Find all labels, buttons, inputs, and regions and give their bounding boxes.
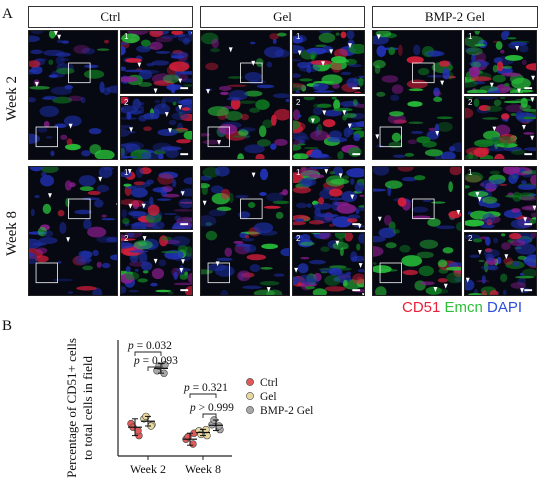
stain-emcn: Emcn: [444, 299, 483, 316]
micrograph-main: [200, 30, 290, 160]
column-header-ctrl: Ctrl: [28, 6, 193, 28]
inset-number: 1: [124, 168, 129, 177]
micrograph-inset-1: 1: [120, 30, 193, 94]
comparison-bracket: [202, 413, 217, 418]
micrograph-main: [200, 166, 290, 296]
micrograph-inset-1: 1: [292, 166, 365, 230]
stain-dapi: DAPI: [487, 299, 523, 316]
inset-number: 2: [468, 98, 473, 107]
stain-cd51: CD51: [402, 299, 441, 316]
micrograph-inset-1: 1: [292, 30, 365, 94]
p-value-label: p > 0.999: [189, 402, 234, 414]
column-header-bmp2-gel: BMP-2 Gel: [372, 6, 538, 28]
inset-number: 2: [468, 234, 473, 243]
micrograph-inset-2: 2: [464, 96, 537, 160]
micrograph-inset-2: 2: [464, 232, 537, 296]
scatter-chart: Week 2 Week 8 Percentage of CD51+ cells to …: [64, 338, 313, 478]
micrograph-main: [28, 30, 118, 160]
data-point: [215, 422, 223, 430]
column-header-gel: Gel: [200, 6, 365, 28]
legend-marker: [246, 378, 254, 386]
legend-label: Ctrl: [260, 377, 278, 389]
data-point: [189, 440, 197, 448]
legend-marker: [246, 406, 254, 414]
y-axis-label: Percentage of CD51+ cells: [64, 338, 79, 478]
chart-text: Week 2 Week 8 Percentage of CD51+ cells to …: [64, 338, 234, 478]
data-point: [134, 427, 142, 435]
micrograph-main: [28, 166, 118, 296]
inset-number: 2: [296, 234, 301, 243]
legend-label: Gel: [260, 391, 277, 403]
row-label-week2: Week 2: [4, 75, 21, 122]
micrograph-main: [372, 30, 462, 160]
legend-marker: [246, 392, 254, 400]
row-label-week8: Week 8: [4, 210, 21, 257]
x-tick-label: Week 8: [185, 462, 221, 476]
inset-number: 1: [468, 32, 473, 41]
micrograph-inset-1: 1: [120, 166, 193, 230]
comparison-bracket: [147, 366, 162, 371]
inset-number: 2: [296, 98, 301, 107]
inset-number: 2: [124, 234, 129, 243]
micrograph-inset-1: 1: [464, 166, 537, 230]
micrograph-inset-2: 2: [120, 232, 193, 296]
p-value-label: p = 0.093: [133, 355, 178, 367]
inset-number: 1: [468, 168, 473, 177]
micrograph-main: [372, 166, 462, 296]
micrograph-inset-2: 2: [120, 96, 193, 160]
stain-legend: CD51 Emcn DAPI: [402, 299, 522, 316]
micrograph-inset-2: 2: [292, 232, 365, 296]
chart-marks: [127, 351, 224, 448]
legend-label: BMP-2 Gel: [260, 405, 313, 417]
micrograph-inset-1: 1: [464, 30, 537, 94]
inset-number: 1: [296, 32, 301, 41]
p-value-label: p = 0.032: [127, 340, 172, 352]
inset-number: 1: [124, 32, 129, 41]
panel-b-label: B: [2, 318, 13, 334]
panel-a-label: A: [2, 6, 13, 22]
micrograph-inset-2: 2: [292, 96, 365, 160]
inset-number: 1: [296, 168, 301, 177]
inset-number: 2: [124, 98, 129, 107]
x-tick-label: Week 2: [130, 462, 166, 476]
p-value-label: p = 0.321: [183, 382, 228, 394]
chart-legend: Ctrl Gel BMP-2 Gel: [246, 377, 313, 417]
comparison-bracket: [189, 393, 217, 398]
chart-axes: [117, 340, 232, 460]
y-axis-label: to total cells in field: [80, 356, 95, 460]
comparison-bracket: [134, 351, 162, 356]
